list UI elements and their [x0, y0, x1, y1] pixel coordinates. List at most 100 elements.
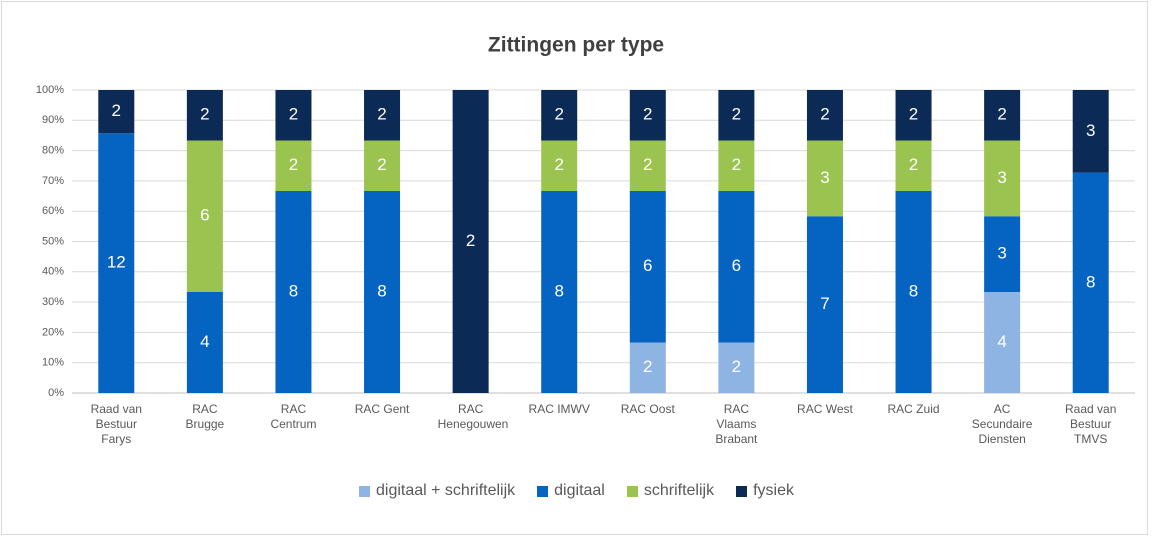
data-label: 8	[1086, 272, 1095, 291]
y-tick-label: 10%	[42, 357, 64, 369]
x-tick-label: RAC Zuid	[887, 402, 940, 416]
bar-segment	[364, 191, 401, 393]
data-label: 2	[820, 105, 829, 124]
data-label: 6	[643, 256, 652, 275]
y-tick-label: 40%	[42, 266, 64, 278]
x-tick-label: RAC Henegouwen	[437, 402, 509, 431]
data-label: 8	[554, 281, 563, 300]
data-label: 3	[997, 244, 1006, 263]
y-tick-label: 60%	[42, 205, 64, 217]
data-label: 2	[289, 155, 298, 174]
data-label: 4	[200, 332, 209, 351]
data-label: 2	[554, 105, 563, 124]
data-label: 2	[997, 105, 1006, 124]
data-label: 12	[107, 253, 126, 272]
bar-segment	[895, 191, 932, 393]
bar-segment	[541, 191, 578, 393]
data-label: 2	[377, 105, 386, 124]
data-label: 8	[289, 281, 298, 300]
legend-item: digitaal + schriftelijk	[358, 482, 516, 500]
bar-segment	[1072, 172, 1109, 393]
data-label: 2	[732, 357, 741, 376]
data-label: 2	[466, 231, 475, 250]
bar-segment	[984, 90, 1021, 141]
y-tick-label: 90%	[42, 114, 64, 126]
legend-item: schriftelijk	[626, 482, 715, 500]
bar-segment	[364, 90, 401, 141]
chart-title: Zittingen per type	[488, 34, 664, 57]
legend-label: digitaal	[554, 482, 605, 499]
bar-segment	[984, 292, 1021, 393]
bar-segment	[718, 191, 755, 343]
data-label: 3	[1086, 121, 1095, 140]
legend-swatch	[358, 485, 370, 497]
bar-segment	[629, 140, 666, 191]
bar-segment	[629, 191, 666, 343]
bar-segment	[186, 140, 223, 292]
legend-label: digitaal + schriftelijk	[375, 482, 516, 499]
x-tick-label: Raad van Bestuur TMVS	[1065, 402, 1117, 446]
x-tick-label: RAC Centrum	[270, 402, 317, 431]
x-tick-label: Raad van Bestuur Farys	[90, 402, 142, 446]
data-label: 4	[997, 332, 1006, 351]
data-label: 6	[200, 206, 209, 225]
bar-segment	[452, 90, 489, 393]
bar-segment	[364, 140, 401, 191]
legend-item: fysiek	[736, 482, 794, 500]
y-tick-label: 100%	[36, 84, 64, 96]
data-label: 2	[112, 101, 121, 120]
x-tick-label: RAC Vlaams Brabant	[715, 402, 758, 446]
data-label: 2	[732, 155, 741, 174]
bar-segment	[98, 133, 135, 394]
bar-segment	[895, 140, 932, 191]
legend-label: schriftelijk	[643, 482, 715, 499]
bar-segment	[718, 140, 755, 191]
bar-segment	[275, 191, 312, 393]
legend: digitaal + schriftelijk digitaal schriftel…	[0, 482, 1153, 500]
bar-segment	[1072, 90, 1109, 173]
y-tick-label: 0%	[48, 387, 64, 399]
legend-label: fysiek	[753, 482, 794, 499]
bar-segment	[186, 90, 223, 141]
data-label: 2	[732, 105, 741, 124]
x-tick-label: RAC Brugge	[185, 402, 225, 431]
data-label: 7	[820, 294, 829, 313]
x-tick-label: RAC Gent	[354, 402, 410, 416]
data-label: 2	[643, 105, 652, 124]
bar-segment	[895, 90, 932, 141]
bar-segment	[806, 216, 843, 393]
data-label: 2	[289, 105, 298, 124]
x-tick-label: AC Secundaire Diensten	[971, 402, 1033, 446]
bar-segment	[98, 90, 135, 134]
bar-segment	[541, 90, 578, 141]
data-label: 3	[820, 168, 829, 187]
data-label: 2	[643, 155, 652, 174]
legend-swatch	[626, 485, 638, 497]
legend-swatch	[537, 485, 549, 497]
bar-segment	[806, 90, 843, 141]
bar-segment	[275, 90, 312, 141]
x-tick-label: RAC IMWV	[528, 402, 590, 416]
bar-segment	[186, 292, 223, 393]
data-label: 6	[732, 256, 741, 275]
bar-segment	[718, 342, 755, 393]
y-tick-label: 70%	[42, 175, 64, 187]
bar-segment	[806, 140, 843, 217]
bar-segment	[984, 216, 1021, 292]
data-label: 3	[997, 168, 1006, 187]
y-tick-label: 50%	[42, 235, 64, 247]
data-label: 2	[643, 357, 652, 376]
data-label: 2	[554, 155, 563, 174]
data-label: 8	[377, 281, 386, 300]
bar-segment	[275, 140, 312, 191]
y-tick-label: 20%	[42, 326, 64, 338]
data-label: 8	[909, 281, 918, 300]
x-tick-label: RAC West	[797, 402, 853, 416]
data-label: 2	[200, 105, 209, 124]
data-label: 2	[377, 155, 386, 174]
bar-segment	[718, 90, 755, 141]
legend-item: digitaal	[537, 482, 605, 500]
y-tick-label: 80%	[42, 145, 64, 157]
